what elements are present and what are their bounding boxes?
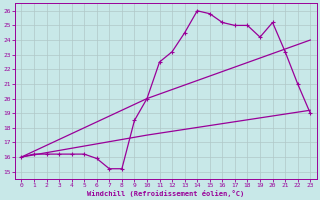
X-axis label: Windchill (Refroidissement éolien,°C): Windchill (Refroidissement éolien,°C) [87, 190, 244, 197]
